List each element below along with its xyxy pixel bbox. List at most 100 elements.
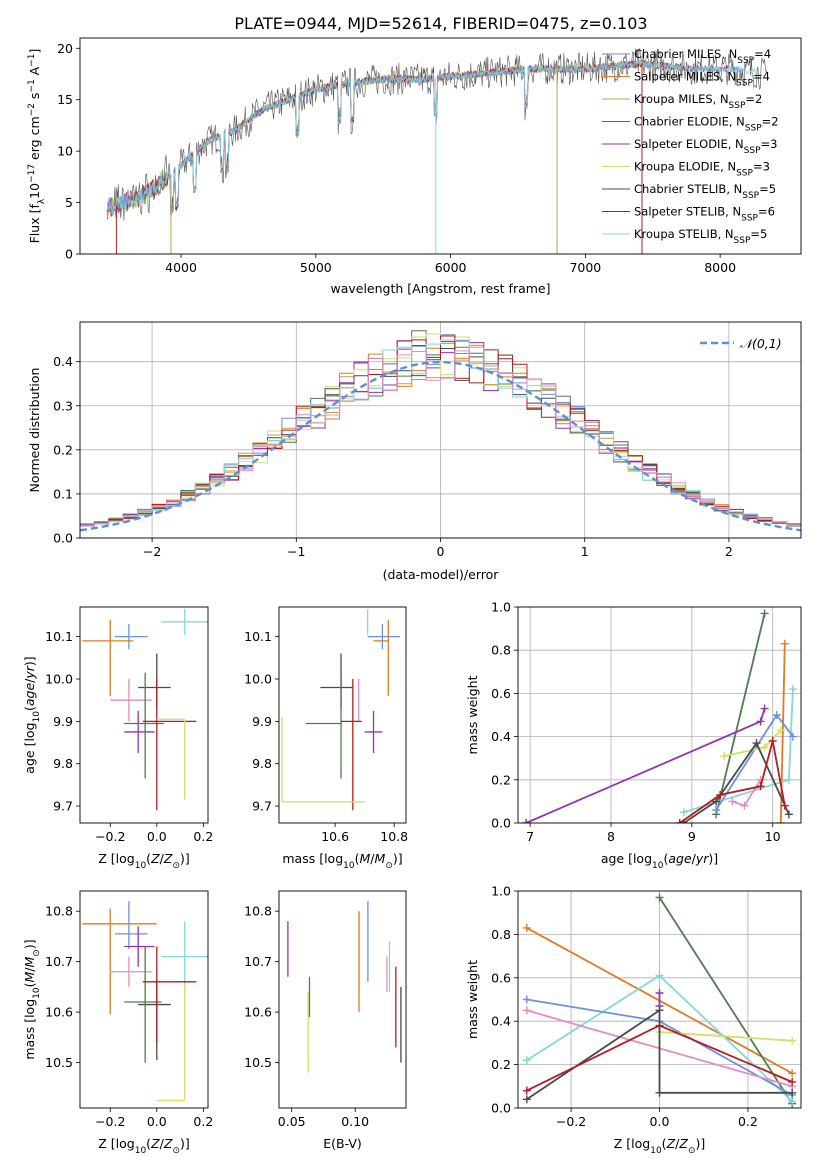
y-axis-label: mass weight <box>465 675 480 754</box>
y-tick-label: 0.0 <box>53 531 73 546</box>
x-tick-label: −1 <box>287 544 305 559</box>
weight-marker <box>788 732 797 741</box>
x-tick-label: 2 <box>725 544 733 559</box>
y-tick-label: 10.1 <box>244 629 272 644</box>
panel-age-vs-mass: 10.6 10.8 9.7 9.8 9.9 10.0 10.1 mass [log10(M/M… <box>244 606 408 871</box>
y-tick-label: 1.0 <box>491 884 511 899</box>
y-tick-label: 0 <box>65 247 73 262</box>
x-tick-label: 0.0 <box>147 829 167 844</box>
weight-marker <box>655 893 664 902</box>
weight-marker <box>740 801 749 810</box>
weight-marker <box>752 739 761 748</box>
y-tick-label: 0.2 <box>491 772 511 787</box>
x-tick-label: 6000 <box>435 260 467 275</box>
x-axis-label: (data-model)/error <box>383 567 500 582</box>
y-tick-label: 10.5 <box>45 1055 73 1070</box>
y-tick-label: 9.8 <box>252 756 272 771</box>
spectrum-line <box>106 60 759 217</box>
panel-mass-vs-Z: −0.2 0.0 0.2 10.5 10.6 10.7 10.8 Z [log10(Z/Z⊙)… <box>22 890 213 1156</box>
histogram-series <box>80 354 801 527</box>
y-tick-label: 0.6 <box>491 686 511 701</box>
y-tick-label: 10 <box>57 144 73 159</box>
y-tick-label: 0.0 <box>491 816 511 831</box>
y-axis-label: age [log10(age/yr)] <box>22 656 42 773</box>
legend-entry: Kroupa STELIB, NSSP=5 <box>634 227 767 246</box>
y-tick-label: 0.8 <box>491 643 511 658</box>
x-axis-label: age [log10(age/yr)] <box>601 851 718 871</box>
weight-marker <box>756 717 765 726</box>
y-tick-label: 10.7 <box>45 954 73 969</box>
weight-marker <box>522 923 531 932</box>
weight-marker <box>756 782 765 791</box>
weight-marker <box>720 752 729 761</box>
x-tick-label: −0.2 <box>95 829 125 844</box>
panel-weight-vs-Z: −0.2 0.0 0.2 0.0 0.2 0.4 0.6 0.8 1.0 Z [log10(Z/Z… <box>465 884 802 1156</box>
y-tick-label: 20 <box>57 41 73 56</box>
x-tick-label: −2 <box>143 544 161 559</box>
weight-line <box>659 1031 793 1042</box>
y-tick-label: 15 <box>57 92 73 107</box>
y-tick-label: 0.6 <box>491 970 511 985</box>
x-tick-label: 0.0 <box>650 1114 670 1129</box>
plot-area <box>82 901 208 1102</box>
plot-area <box>82 609 208 811</box>
axes-frame <box>278 606 407 824</box>
x-tick-label: 0.0 <box>147 1114 167 1129</box>
y-tick-label: 0.2 <box>491 1057 511 1072</box>
x-tick-label: 0 <box>437 544 445 559</box>
y-tick-label: 10.8 <box>244 904 272 919</box>
x-tick-label: 0.2 <box>738 1114 758 1129</box>
y-axis-label: Flux [fλ10−17 erg cm−2 s−1 A−1] <box>27 49 47 244</box>
x-tick-label: 7000 <box>569 260 601 275</box>
x-axis-label: wavelength [Angstrom, rest frame] <box>330 281 550 296</box>
weight-marker <box>788 1036 797 1045</box>
y-tick-label: 0.1 <box>53 486 73 501</box>
y-tick-label: 10.0 <box>45 672 73 687</box>
weight-marker <box>760 743 769 752</box>
plot-area <box>522 893 797 1108</box>
x-axis-label: Z [log10(Z/Z⊙)] <box>98 1136 190 1156</box>
plot-area <box>287 901 402 1073</box>
legend-entry: Chabrier ELODIE, NSSP=2 <box>634 115 779 134</box>
weight-marker <box>784 775 793 784</box>
legend-entry: Salpeter MILES, NSSP=4 <box>634 70 770 89</box>
panel-age-vs-Z: −0.2 0.0 0.2 9.7 9.8 9.9 10.0 10.1 Z [log10(Z/Z⊙… <box>22 606 213 871</box>
x-tick-label: 10.8 <box>380 829 408 844</box>
y-tick-label: 10.1 <box>45 629 73 644</box>
y-tick-label: 9.9 <box>252 714 272 729</box>
y-tick-label: 0.4 <box>491 729 511 744</box>
y-tick-label: 10.0 <box>244 672 272 687</box>
axes-frame <box>79 37 802 255</box>
weight-line <box>658 897 793 1105</box>
weight-marker <box>780 801 789 810</box>
legend-entry: Salpeter ELODIE, NSSP=3 <box>634 137 777 156</box>
x-tick-label: 0.10 <box>341 1114 369 1129</box>
y-tick-label: 9.9 <box>53 714 73 729</box>
x-axis-label: E(B-V) <box>323 1136 362 1151</box>
x-tick-label: 8000 <box>704 260 736 275</box>
weight-line <box>526 1008 793 1101</box>
x-tick-label: 0.2 <box>193 1114 213 1129</box>
legend-entry: Chabrier MILES, NSSP=4 <box>634 47 771 66</box>
panel-spectrum: 4000 5000 6000 7000 8000 0 5 10 15 20 wavelength [… <box>27 37 802 296</box>
weight-marker <box>655 988 664 997</box>
weight-marker <box>780 639 789 648</box>
weight-marker <box>522 995 531 1004</box>
y-tick-label: 10.5 <box>244 1055 272 1070</box>
y-tick-label: 10.6 <box>244 1005 272 1020</box>
weight-marker <box>522 1086 531 1095</box>
y-tick-label: 5 <box>65 195 73 210</box>
legend-entry: Salpeter STELIB, NSSP=6 <box>634 205 775 224</box>
x-axis-label: mass [log10(M/M⊙)] <box>282 851 402 871</box>
weight-marker <box>760 609 769 618</box>
x-tick-label: 0.2 <box>193 829 213 844</box>
weight-marker <box>768 736 777 745</box>
y-axis-label: mass weight <box>465 960 480 1039</box>
axes-frame <box>79 321 802 539</box>
weight-marker <box>776 726 785 735</box>
y-axis-label: Normed distribution <box>27 368 42 493</box>
spectrum-line <box>106 60 743 216</box>
axes-frame <box>517 890 802 1109</box>
